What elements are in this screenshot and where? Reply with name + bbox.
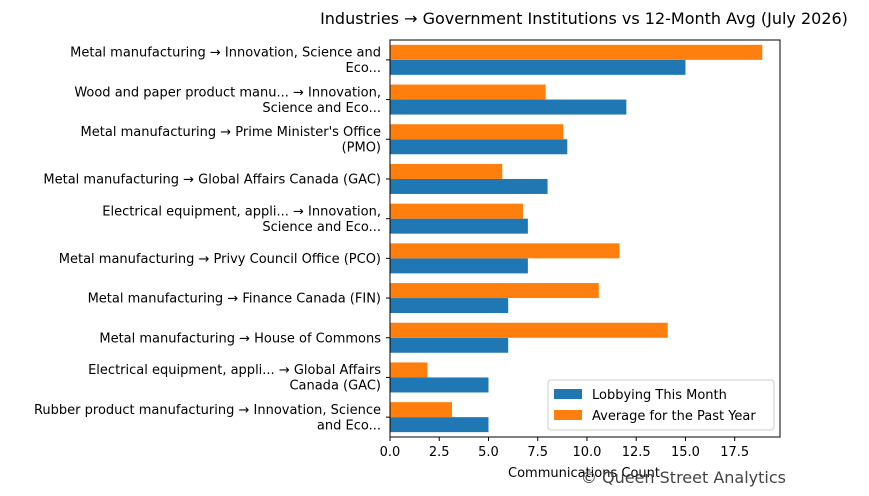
y-tick-label: and Eco...: [317, 418, 381, 433]
bar-this-month: [390, 337, 509, 353]
plot-area: [389, 39, 781, 438]
legend-label: Lobbying This Month: [592, 388, 727, 403]
y-tick-label: Electrical equipment, appli... → Innovat…: [102, 204, 381, 219]
y-tick-label: Science and Eco...: [262, 101, 381, 116]
y-tick-label: Science and Eco...: [262, 220, 381, 235]
bar-this-month: [390, 298, 509, 314]
legend: Lobbying This Month Average for the Past …: [547, 379, 775, 431]
y-tick-label: Eco...: [346, 61, 381, 76]
x-tick-label: 7.5: [527, 445, 548, 460]
chart-title: Industries → Government Institutions vs …: [320, 9, 848, 28]
bar-past-year-average: [390, 124, 564, 140]
y-tick-label: Metal manufacturing → Privy Council Offi…: [59, 252, 381, 267]
y-tick-label: Electrical equipment, appli... → Global …: [88, 363, 381, 378]
x-axis-ticks: 0.0 2.5 5.0 7.5 10.0 12.5 15.0 17.5: [380, 437, 749, 460]
bar-past-year-average: [390, 402, 453, 418]
bar-this-month: [390, 258, 528, 274]
x-axis-label: Communications Count: [508, 466, 660, 481]
bar-this-month: [390, 139, 568, 155]
x-tick-label: 12.5: [622, 445, 651, 460]
y-tick-label: Metal manufacturing → Innovation, Scienc…: [70, 46, 381, 61]
bar-this-month: [390, 218, 528, 234]
bar-this-month: [390, 377, 489, 393]
x-tick-label: 5.0: [478, 445, 499, 460]
bar-past-year-average: [390, 44, 763, 60]
watermark: © Queen Street Analytics: [581, 468, 786, 487]
axes-frame: [389, 39, 781, 438]
y-axis-ticks: Metal manufacturing → Innovation, Scienc…: [34, 46, 390, 433]
bar-past-year-average: [390, 163, 503, 179]
y-tick-label: Wood and paper product manu... → Innovat…: [74, 85, 381, 100]
bar-past-year-average: [390, 362, 428, 378]
legend-swatch: [554, 410, 582, 420]
bar-past-year-average: [390, 243, 620, 259]
legend-swatch: [554, 389, 582, 399]
y-tick-label: Canada (GAC): [289, 379, 381, 394]
y-tick-label: Rubber product manufacturing → Innovatio…: [34, 403, 381, 418]
bar-past-year-average: [390, 283, 599, 299]
x-tick-label: 2.5: [429, 445, 450, 460]
legend-box: [547, 379, 775, 431]
x-tick-label: 10.0: [572, 445, 601, 460]
bar-past-year-average: [390, 322, 668, 338]
y-tick-label: Metal manufacturing → House of Commons: [99, 331, 381, 346]
y-tick-label: Metal manufacturing → Global Affairs Can…: [43, 172, 381, 187]
legend-label: Average for the Past Year: [592, 409, 756, 424]
bar-this-month: [390, 178, 548, 194]
bar-this-month: [390, 417, 489, 433]
y-tick-label: (PMO): [342, 141, 381, 156]
y-tick-label: Metal manufacturing → Finance Canada (FI…: [88, 292, 381, 307]
x-tick-label: 0.0: [380, 445, 401, 460]
bar-past-year-average: [390, 84, 546, 100]
bar-this-month: [390, 59, 686, 75]
y-tick-label: Metal manufacturing → Prime Minister's O…: [81, 125, 381, 140]
bar-this-month: [390, 99, 627, 115]
bar-past-year-average: [390, 203, 523, 219]
x-tick-label: 17.5: [720, 445, 749, 460]
x-tick-label: 15.0: [671, 445, 700, 460]
